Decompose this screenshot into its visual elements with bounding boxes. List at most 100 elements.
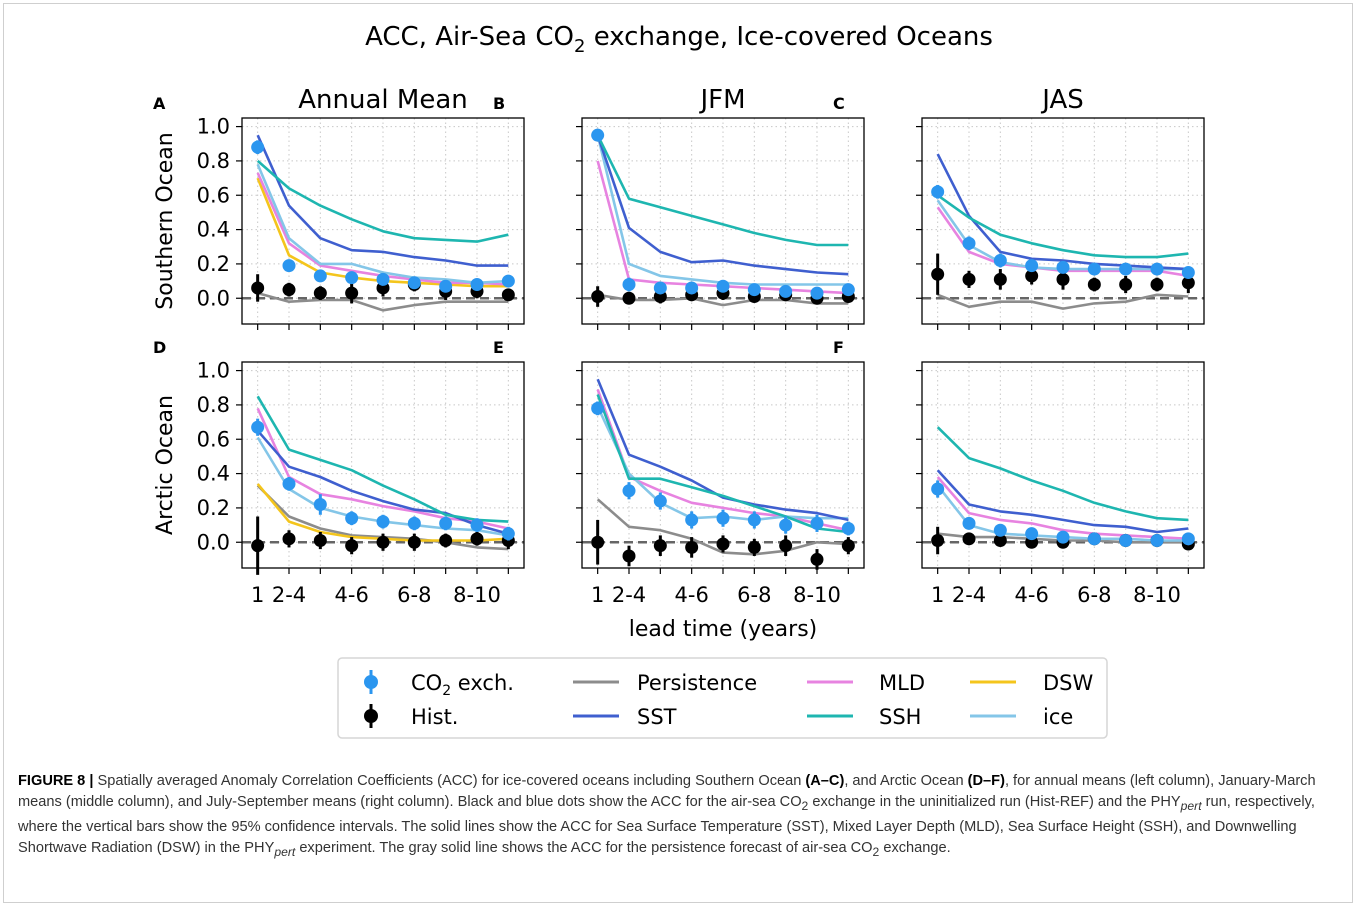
caption-text-1: Spatially averaged Anomaly Correlation C… bbox=[93, 773, 806, 789]
hist-point bbox=[622, 291, 636, 305]
figure-title-sub: 2 bbox=[574, 36, 585, 57]
caption-subscript-4: 2 bbox=[872, 844, 880, 859]
hist-point bbox=[1119, 278, 1133, 292]
y-tick-label: 0.2 bbox=[197, 496, 230, 520]
hist-point bbox=[841, 539, 855, 553]
co2-point bbox=[1056, 530, 1070, 544]
co2-point bbox=[622, 278, 636, 292]
hist-point bbox=[470, 532, 484, 546]
legend-entry-ice: ice bbox=[970, 705, 1073, 729]
hist-point bbox=[1181, 276, 1195, 290]
legend-co2-label-sub: 2 bbox=[442, 683, 451, 699]
hist-point bbox=[501, 288, 515, 302]
figure-caption: FIGURE 8 | Spatially averaged Anomaly Co… bbox=[18, 771, 1338, 863]
co2-point bbox=[251, 420, 265, 434]
column-title: JFM bbox=[698, 85, 745, 115]
co2-point bbox=[376, 272, 390, 286]
hist-point bbox=[439, 534, 453, 548]
hist-point bbox=[1056, 272, 1070, 286]
series-line-sst bbox=[596, 134, 849, 276]
caption-subscript-2: pert bbox=[1180, 798, 1202, 813]
co2-point bbox=[993, 253, 1007, 267]
legend-persistence-label: Persistence bbox=[637, 671, 757, 695]
legend-entry-ssh: SSH bbox=[807, 705, 921, 729]
co2-point bbox=[439, 279, 453, 293]
panel-d: 1 2-4 4-6 6-8 8-10 0.0 0.2 0.4 0.6 0.8 1.0 D Arctic … bbox=[153, 338, 525, 607]
co2-point bbox=[962, 236, 976, 250]
co2-point bbox=[282, 477, 296, 491]
co2-point bbox=[747, 283, 761, 297]
co2-point bbox=[470, 518, 484, 532]
series-line-ssh bbox=[936, 194, 1189, 259]
co2-point bbox=[407, 276, 421, 290]
legend-entry-hist: Hist. bbox=[364, 704, 458, 729]
series-line-sst bbox=[596, 378, 849, 522]
co2-point bbox=[716, 511, 730, 525]
figure-title-main: ACC, Air-Sea CO bbox=[365, 22, 574, 52]
co2-point bbox=[1150, 262, 1164, 276]
y-tick-label: 0.6 bbox=[197, 183, 230, 207]
hist-point bbox=[993, 272, 1007, 286]
legend-co2-label-main: CO bbox=[411, 671, 442, 695]
series-line-sst bbox=[936, 153, 1189, 271]
co2-point bbox=[747, 513, 761, 527]
hist-point bbox=[931, 267, 945, 281]
co2-point bbox=[470, 278, 484, 292]
series-line-persistence bbox=[257, 291, 509, 312]
panels-layer: 0.0 0.2 0.4 0.6 0.8 1.0 A Annual Mean Southern O… bbox=[153, 85, 1205, 607]
x-tick-label: 8-10 bbox=[793, 583, 841, 607]
hist-point bbox=[407, 535, 421, 549]
co2-point bbox=[251, 140, 265, 154]
x-tick-label: 6-8 bbox=[737, 583, 771, 607]
hist-point bbox=[747, 540, 761, 554]
x-tick-label: 2-4 bbox=[952, 583, 986, 607]
hist-point bbox=[591, 535, 605, 549]
co2-point bbox=[841, 522, 855, 536]
legend-hist-label: Hist. bbox=[411, 705, 458, 729]
panel-letter: C bbox=[833, 94, 845, 113]
figure-title-rest: exchange, Ice-covered Oceans bbox=[585, 22, 992, 52]
x-tick-label: 4-6 bbox=[675, 583, 709, 607]
caption-figure-label: FIGURE 8 | bbox=[18, 773, 94, 789]
co2-point bbox=[313, 269, 327, 283]
co2-point bbox=[313, 497, 327, 511]
hist-point bbox=[1150, 278, 1164, 292]
caption-text-7: exchange. bbox=[879, 839, 951, 856]
x-tick-label: 2-4 bbox=[612, 583, 646, 607]
co2-point bbox=[1150, 534, 1164, 548]
co2-point bbox=[1087, 532, 1101, 546]
panel-frame bbox=[921, 117, 1205, 325]
hist-point bbox=[251, 539, 265, 553]
x-tick-label: 1 bbox=[591, 583, 604, 607]
co2-point bbox=[622, 484, 636, 498]
series-line-sst bbox=[936, 469, 1189, 534]
series-line-ssh bbox=[256, 395, 509, 523]
column-title: Annual Mean bbox=[298, 85, 467, 115]
co2-point bbox=[841, 283, 855, 297]
legend-entry-dsw: DSW bbox=[970, 671, 1094, 695]
hist-point bbox=[591, 290, 605, 304]
y-tick-label: 1.0 bbox=[197, 115, 230, 139]
series-line-mld bbox=[936, 476, 1189, 541]
series-line-mld bbox=[596, 389, 849, 532]
figure-frame bbox=[3, 3, 1353, 903]
x-tick-label: 2-4 bbox=[272, 583, 306, 607]
caption-text-3: , for annual means (left column), Januar… bbox=[18, 773, 1316, 810]
co2-point bbox=[962, 516, 976, 530]
column-title: JAS bbox=[1040, 85, 1084, 115]
x-tick-label: 6-8 bbox=[397, 583, 431, 607]
co2-point bbox=[1119, 534, 1133, 548]
row-label: Arctic Ocean bbox=[153, 395, 178, 535]
caption-panels-df: (D–F) bbox=[967, 773, 1005, 789]
y-tick-label: 0.2 bbox=[197, 252, 230, 276]
co2-point bbox=[653, 281, 667, 295]
figure-title: ACC, Air-Sea CO2 exchange, Ice-covered O… bbox=[365, 22, 993, 57]
co2-point bbox=[685, 281, 699, 295]
co2-point bbox=[439, 516, 453, 530]
co2-point bbox=[810, 516, 824, 530]
co2-point bbox=[1181, 532, 1195, 546]
y-tick-label: 0.0 bbox=[197, 286, 230, 310]
hist-point bbox=[345, 539, 359, 553]
legend-ssh-label: SSH bbox=[879, 705, 921, 729]
x-tick-label: 4-6 bbox=[335, 583, 369, 607]
